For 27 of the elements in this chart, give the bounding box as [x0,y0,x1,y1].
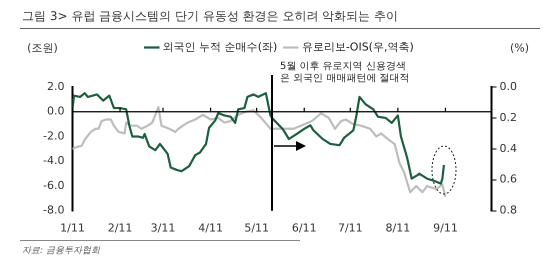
x-tick-label: 8/11 [386,221,410,234]
y-axis-title: (조원) [27,41,58,54]
x-tick-label: 6/11 [292,221,317,234]
y2-tick-label: 0.6 [500,172,518,186]
legend-label: 외국인 누적 순매수(좌) [162,40,278,54]
y-tick-label: -8.0 [42,204,64,217]
y2-axis-title: (%) [510,41,530,54]
y2-tick-label: 0.2 [500,110,518,124]
x-tick-label: 5/11 [244,221,270,234]
legend-label: 유로리보-OIS(우,역축) [302,40,414,54]
text: 5월 이후 유로지역 신용경색은 외국인 매매패턴에 절대적 [280,61,411,85]
x-tick-label: 3/11 [150,221,176,234]
y2-tick-label: 0.0 [500,80,518,93]
y-tick-label: -6.0 [42,178,64,192]
x-tick-label: 4/11 [198,221,223,234]
y2-tick-label: 0.8 [500,204,518,217]
y2-tick-label: 0.4 [500,142,518,155]
x-tick-label: 7/11 [338,221,363,234]
x-tick-label: 2/11 [108,221,132,234]
x-tick-label: 1/11 [60,221,85,234]
x-tick-label: 9/11 [433,221,458,234]
y-tick-label: 0.0 [46,104,64,118]
y-tick-label: -2.0 [42,129,64,142]
chart-title: 그림 3> 유럽 금융시스템의 단기 유동성 환경은 오히려 악화되는 추이 [22,8,398,25]
text: 자료: 금융투자협회 [22,245,100,257]
y-tick-label: 2.0 [46,80,64,93]
y-tick-label: -4.0 [42,154,64,168]
